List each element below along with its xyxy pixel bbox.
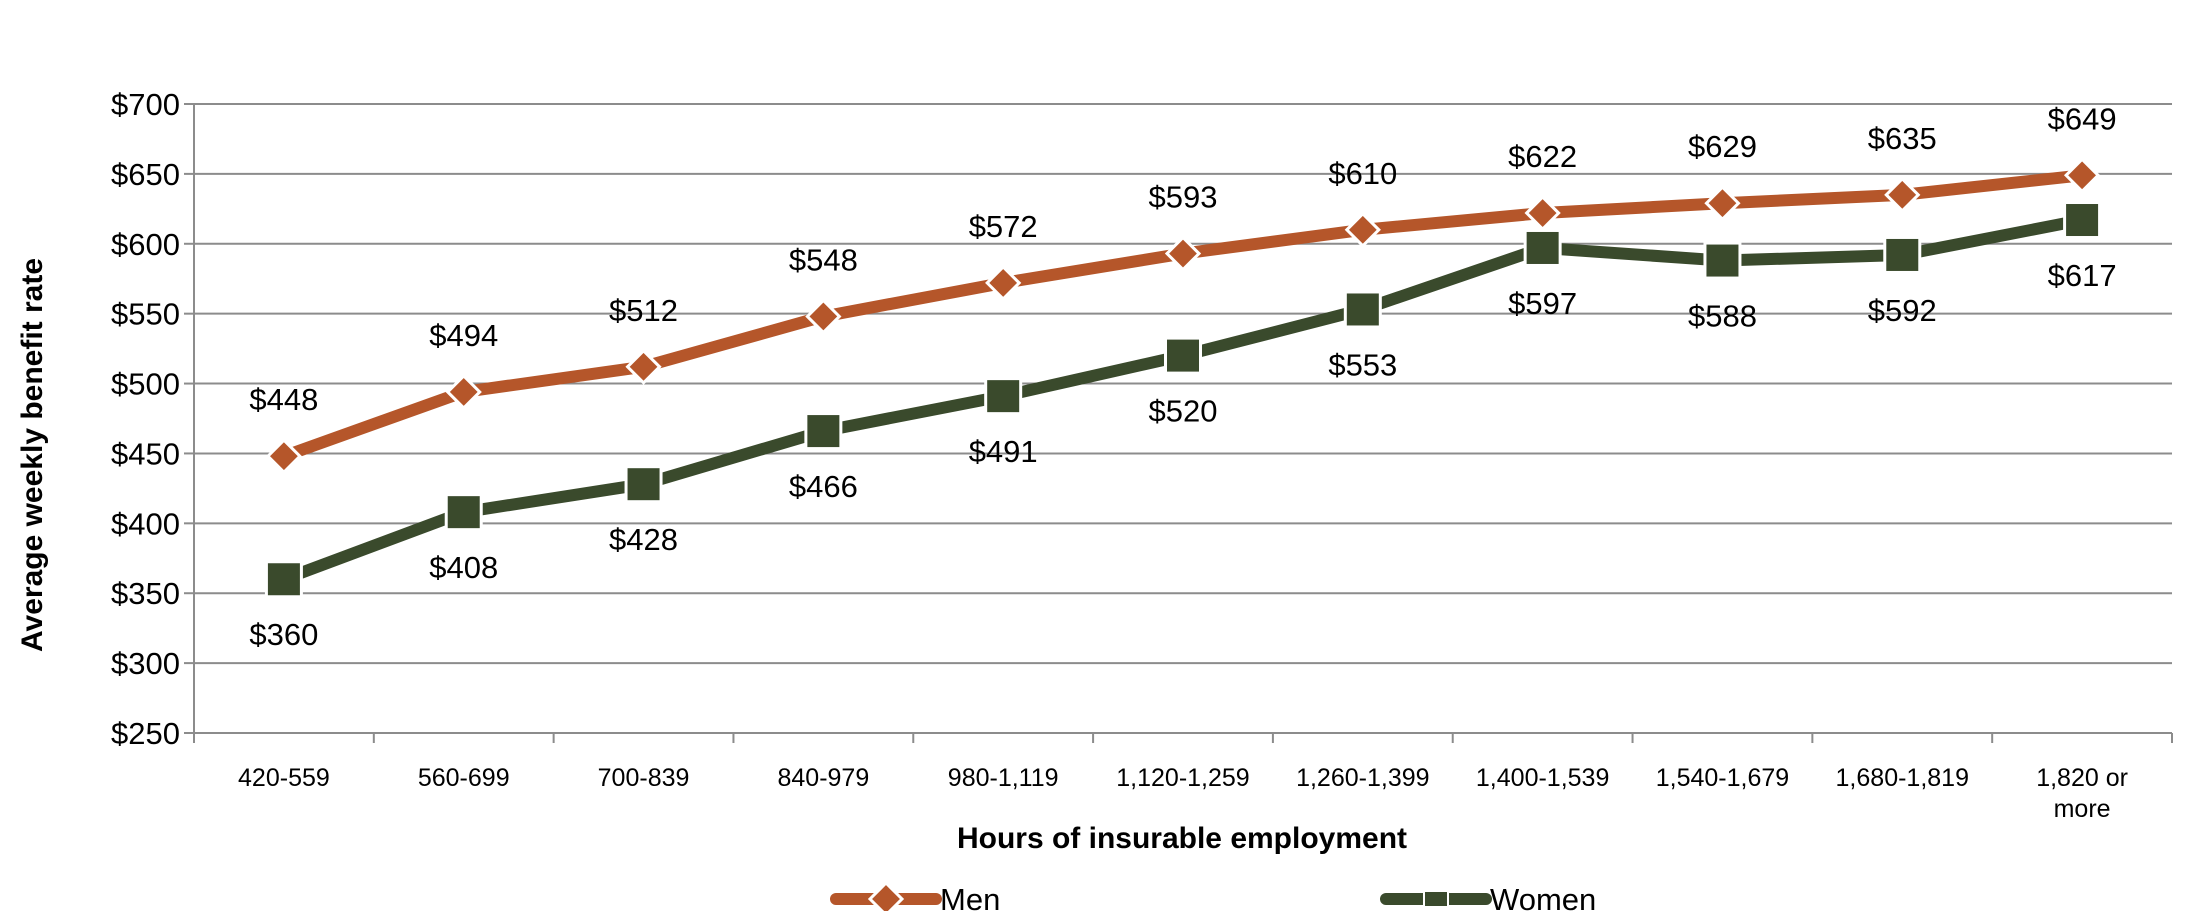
x-tick-label: 980-1,119 xyxy=(948,764,1059,792)
data-point-women xyxy=(264,560,303,599)
data-label-men: $635 xyxy=(1868,121,1937,156)
data-label-men: $512 xyxy=(609,293,678,328)
data-point-men xyxy=(625,348,662,385)
y-tick-label: $600 xyxy=(111,227,180,262)
data-label-women: $553 xyxy=(1328,347,1397,382)
legend: Men Women xyxy=(830,880,1596,911)
data-label-women: $428 xyxy=(609,522,678,557)
x-tick-label: 1,120-1,259 xyxy=(1116,764,1249,792)
data-point-men xyxy=(445,373,482,411)
x-tick-label: 840-979 xyxy=(777,764,869,792)
data-label-men: $610 xyxy=(1328,156,1397,191)
data-label-men: $593 xyxy=(1149,180,1218,215)
data-point-women xyxy=(804,412,843,451)
data-point-women xyxy=(1164,336,1202,375)
x-tick-label-line: 1,540-1,679 xyxy=(1656,764,1789,792)
y-axis-ticks: $250 $300 $350 $400 $450 $500 $550 $600 $650 $700 xyxy=(111,87,194,751)
data-point-women xyxy=(1523,228,1562,267)
x-tick-label-line: 1,260-1,399 xyxy=(1296,764,1429,792)
x-tick-label-line: 840-979 xyxy=(777,764,869,792)
data-label-women: $588 xyxy=(1688,299,1757,334)
data-label-men: $622 xyxy=(1508,139,1577,174)
legend-marker-men xyxy=(867,880,905,911)
x-tick-label: 420-559 xyxy=(238,764,330,792)
x-tick-label-line: 1,400-1,539 xyxy=(1476,764,1609,792)
data-point-men xyxy=(1884,176,1921,213)
data-point-women xyxy=(1343,290,1382,329)
data-label-men: $572 xyxy=(969,209,1038,244)
data-point-women xyxy=(984,377,1023,416)
data-point-men xyxy=(805,298,842,335)
data-labels: $360 $408 $428 $466 $491 $520 $553 $597 $588 $592… xyxy=(249,101,2116,652)
x-tick-label: 1,400-1,539 xyxy=(1476,764,1609,792)
data-point-men xyxy=(985,264,1022,302)
x-tick-label: 1,540-1,679 xyxy=(1656,764,1789,792)
data-label-men: $494 xyxy=(429,318,498,353)
x-tick-label: 700-839 xyxy=(598,764,690,792)
y-tick-label: $300 xyxy=(111,646,180,681)
data-point-women xyxy=(1883,235,1922,274)
data-point-men xyxy=(1164,235,1202,272)
data-label-women: $592 xyxy=(1868,293,1937,328)
x-axis-ticks: 420-559 560-699 700-839 840-979 980-1,119 1,1… xyxy=(193,733,2173,823)
data-point-women xyxy=(2063,201,2102,240)
y-tick-label: $550 xyxy=(111,297,180,332)
y-tick-label: $500 xyxy=(111,367,180,402)
x-tick-label: 1,680-1,819 xyxy=(1836,764,1969,792)
legend-marker-women xyxy=(1423,890,1449,908)
y-tick-label: $400 xyxy=(111,506,180,541)
legend-label-women: Women xyxy=(1490,882,1596,911)
data-label-men: $448 xyxy=(249,382,318,417)
data-point-women xyxy=(1703,241,1742,280)
data-label-women: $491 xyxy=(969,434,1038,469)
data-point-men xyxy=(265,438,303,475)
x-tick-label-line: 560-699 xyxy=(418,764,510,792)
legend-label-men: Men xyxy=(940,882,1000,911)
x-tick-label-line: 980-1,119 xyxy=(948,764,1059,792)
data-label-women: $520 xyxy=(1149,394,1218,429)
x-tick-label: 560-699 xyxy=(418,764,510,792)
y-tick-label: $700 xyxy=(111,87,180,122)
x-tick-label: 1,260-1,399 xyxy=(1296,764,1429,792)
x-tick-label-line: 420-559 xyxy=(238,764,330,792)
data-label-men: $548 xyxy=(789,242,858,277)
data-label-men: $649 xyxy=(2048,101,2117,136)
data-label-men: $629 xyxy=(1688,129,1757,164)
axes xyxy=(193,104,2172,734)
data-label-women: $360 xyxy=(249,617,318,652)
x-tick-label-line: 1,120-1,259 xyxy=(1116,764,1249,792)
data-label-women: $597 xyxy=(1508,286,1577,321)
y-tick-label: $250 xyxy=(111,716,180,751)
data-point-men xyxy=(2063,157,2101,194)
y-tick-label: $650 xyxy=(111,157,180,192)
x-tick-label-line: more xyxy=(2054,795,2111,823)
data-point-men xyxy=(1524,194,1561,232)
data-point-men xyxy=(1704,185,1741,222)
x-tick-label: 1,820 or more xyxy=(2036,764,2128,823)
x-tick-label-line: 700-839 xyxy=(598,764,690,792)
data-point-women xyxy=(444,493,483,532)
data-label-women: $466 xyxy=(789,469,858,504)
series-group xyxy=(264,157,2102,599)
x-axis-title: Hours of insurable employment xyxy=(957,822,1407,855)
data-point-women xyxy=(624,465,663,504)
data-label-women: $617 xyxy=(2048,258,2117,293)
y-tick-label: $350 xyxy=(111,576,180,611)
x-tick-label-line: 1,680-1,819 xyxy=(1836,764,1969,792)
data-label-women: $408 xyxy=(429,550,498,585)
data-point-men xyxy=(1344,211,1381,248)
y-axis-title: Average weekly benefit rate xyxy=(16,258,49,652)
x-tick-label-line: 1,820 or xyxy=(2036,764,2128,792)
y-tick-label: $450 xyxy=(111,436,180,471)
